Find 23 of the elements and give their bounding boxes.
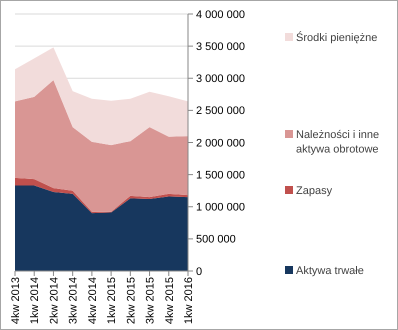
x-tick-label: 1kw 2015 [106,277,118,324]
x-tick-label: 2kw 2014 [48,277,60,324]
y-tick-label: 2 500 000 [196,105,245,118]
x-tick-label: 4kw 2014 [86,277,99,324]
x-tick-label: 4kw 2013 [10,277,22,324]
y-tick-label: 3 000 000 [196,73,245,86]
legend-label: Należności i inne aktywa obrotowe [296,128,380,156]
legend-label: Środki pieniężne [296,30,378,44]
y-tick-label: 0 [196,266,202,278]
x-tick-label: 3kw 2014 [68,277,80,324]
x-tick-label: 2kw 2015 [125,277,138,324]
legend-label: Aktywa trwałe [296,264,364,277]
y-tick-label: 2 000 000 [196,137,245,150]
y-tick-label: 500 000 [196,234,236,246]
y-tick-label: 4 000 000 [196,8,245,21]
y-tick-label: 1 500 000 [196,169,245,182]
x-tick-label: 1kw 2014 [29,277,42,324]
y-tick-label: 1 000 000 [196,202,245,214]
x-tick-label: 4kw 2015 [164,277,176,324]
legend-label: Zapasy [296,184,333,197]
x-tick-label: 3kw 2015 [144,277,157,324]
y-tick-label: 3 500 000 [196,40,245,53]
x-tick-label: 1kw 2016 [183,277,195,324]
